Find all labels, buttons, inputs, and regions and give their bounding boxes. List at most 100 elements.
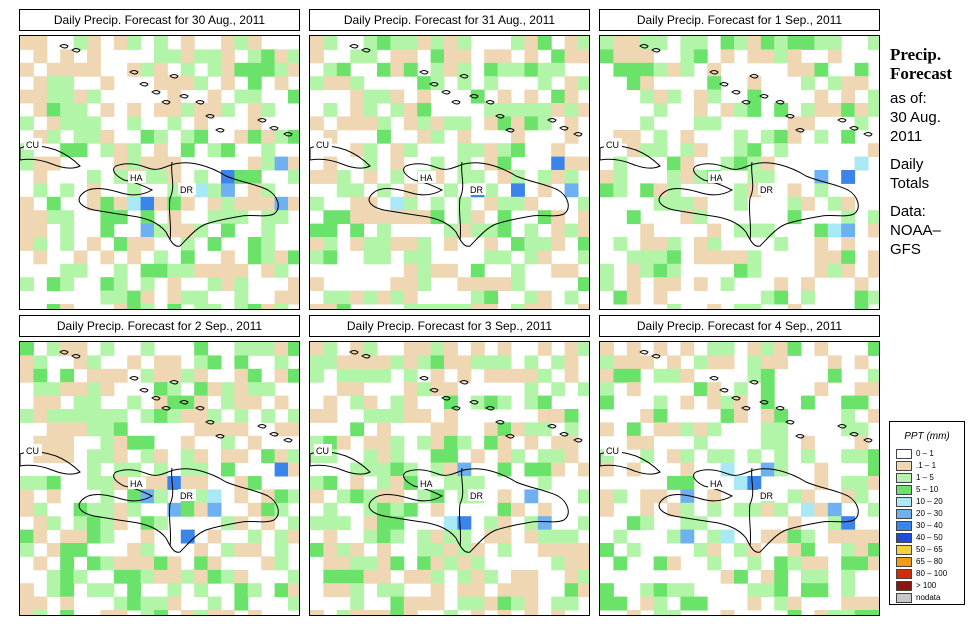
precip-cell (247, 170, 262, 184)
precip-cell (194, 610, 209, 615)
precip-cell (613, 36, 628, 50)
precip-cell (167, 76, 182, 91)
precip-cell (20, 368, 34, 383)
precip-cell (234, 476, 249, 490)
precip-cell (377, 489, 391, 504)
precip-cell (774, 462, 789, 477)
precip-cell (194, 382, 209, 397)
precip-cell (707, 382, 722, 397)
precip-cell (113, 596, 128, 611)
precip-cell (323, 502, 338, 517)
precip-cell (310, 116, 324, 131)
precip-cell (827, 76, 842, 91)
precip-cell (497, 89, 512, 104)
precip-cell (640, 76, 655, 91)
precip-cell (100, 502, 115, 517)
precip-cell (653, 610, 668, 615)
precip-cell (403, 395, 418, 410)
precip-cell (234, 129, 249, 144)
precip-cell (288, 422, 299, 437)
legend-swatch (896, 473, 912, 483)
precip-cell (207, 569, 222, 584)
precip-cell (430, 422, 445, 437)
dr-label: DR (180, 185, 193, 195)
precip-cell (221, 196, 235, 211)
precip-cell (551, 462, 566, 477)
precip-cell (524, 569, 539, 584)
island-outline (161, 100, 171, 105)
precip-cell (350, 103, 365, 117)
precip-cell (444, 36, 458, 50)
precip-cell (444, 435, 458, 450)
precip-cell (667, 583, 681, 598)
precip-cell (667, 449, 681, 464)
precip-cell (430, 36, 445, 50)
precip-cell (323, 156, 338, 171)
precip-cell (274, 76, 289, 91)
precip-cell (288, 569, 299, 584)
precip-cell (261, 103, 276, 117)
precip-cell (707, 355, 722, 370)
precip-cell (693, 49, 708, 64)
precip-cell (194, 342, 209, 356)
precip-cell (60, 183, 75, 198)
precip-cell (667, 368, 681, 383)
precip-cell (140, 543, 155, 557)
precip-cell (747, 556, 762, 571)
precip-cell (127, 36, 142, 50)
precip-cell (551, 529, 566, 544)
precip-cell (221, 449, 235, 464)
precip-cell (350, 49, 365, 64)
precip-cell (87, 196, 101, 211)
precip-cell (707, 529, 722, 544)
precip-cell (747, 36, 762, 50)
precip-cell (551, 596, 566, 611)
precip-cell (261, 409, 276, 423)
precip-cell (247, 368, 262, 383)
precip-cell (640, 596, 655, 611)
island-outline (785, 420, 795, 425)
precip-cell (234, 395, 249, 410)
precip-cell (653, 263, 668, 278)
precip-cell (167, 210, 182, 225)
precip-cell (207, 529, 222, 544)
precip-cell (564, 569, 579, 584)
precip-cell (390, 395, 405, 410)
precip-cell (60, 569, 75, 584)
precip-cell (868, 223, 879, 238)
precip-cell (734, 569, 748, 584)
precip-cell (60, 263, 75, 278)
precip-cell (113, 156, 128, 171)
precip-cell (578, 210, 589, 225)
precip-cell (323, 583, 338, 598)
precip-cell (470, 449, 485, 464)
precip-cell (417, 103, 432, 117)
precip-cell (457, 277, 472, 292)
precip-cell (87, 395, 101, 410)
precip-cell (841, 449, 856, 464)
precip-cell (221, 183, 235, 198)
island-outline (639, 44, 649, 49)
precip-cell (774, 569, 789, 584)
precip-cell (33, 596, 48, 611)
precip-cell (551, 449, 566, 464)
precip-cell (747, 103, 762, 117)
precip-cell (221, 49, 235, 64)
precip-cell (140, 342, 155, 356)
precip-cell (60, 89, 75, 104)
precip-cell (363, 36, 378, 50)
precip-cell (537, 543, 552, 557)
precip-cell (363, 516, 378, 531)
precip-cell (787, 62, 802, 77)
precip-cell (524, 435, 539, 450)
precip-cell (578, 382, 589, 397)
precip-cell (707, 422, 722, 437)
precip-cell (73, 103, 88, 117)
precip-cell (221, 610, 235, 615)
precip-cell (600, 395, 614, 410)
island-outline (863, 132, 873, 137)
precip-cell (417, 116, 432, 131)
precip-cell (653, 342, 668, 356)
precip-cell (247, 395, 262, 410)
precip-cell (497, 62, 512, 77)
